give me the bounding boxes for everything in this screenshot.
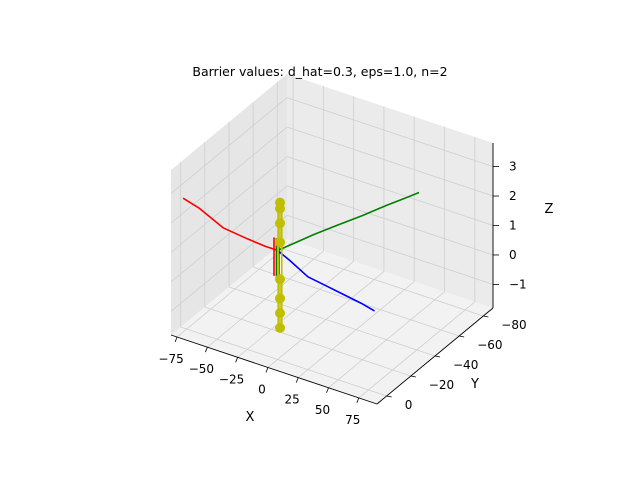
y-tick-label: −80 (501, 318, 526, 332)
y-tick-label-mark (410, 375, 416, 378)
axis-lines (170, 143, 499, 405)
y-tick-label: −60 (477, 338, 502, 352)
tick-labels: −75 −50 −25 0 25 50 75 0 −20 −40 −60 −80 −1 0 1 2 3 (158, 160, 526, 427)
y-tick-label: 0 (405, 398, 413, 412)
series-7-point-1 (275, 293, 285, 304)
x-tick-label: −75 (158, 352, 183, 366)
series-6-point-2 (275, 218, 285, 229)
y-tick-label-mark (459, 335, 465, 338)
series-6-point-3 (275, 237, 285, 248)
x-tick-label: 25 (285, 393, 300, 407)
z-tick-label: 0 (509, 248, 517, 262)
series-layer (182, 191, 420, 333)
z-tick-label: −1 (509, 277, 527, 291)
y-tick-label: −40 (453, 358, 478, 372)
x-tick-label-mark (235, 357, 239, 363)
z-gridline (286, 215, 494, 285)
series-line-2 (277, 191, 420, 252)
y-gridline (180, 326, 387, 397)
z-gridline (286, 126, 494, 197)
series-line-0 (182, 197, 277, 251)
x-tick-label-mark (265, 367, 269, 373)
y-tick-label-mark (483, 315, 489, 318)
x-axis-label: X (246, 410, 255, 425)
y-axis-label: Y (470, 377, 479, 392)
x-tick-label-mark (356, 397, 360, 404)
z-gridline (286, 156, 494, 226)
series-line-4 (277, 249, 375, 312)
x-tick-label-mark (295, 377, 299, 383)
x-tick-label: 50 (315, 403, 330, 417)
y-tick-label-mark (434, 355, 441, 358)
y-tick-label-mark (386, 395, 392, 398)
grid-lines (170, 76, 494, 399)
z-axis-label: Z (545, 202, 554, 217)
x-tick-label: −25 (219, 372, 244, 386)
z-tick-label: 3 (509, 160, 517, 174)
series-6-point-1 (275, 203, 285, 214)
z-gridline (286, 185, 494, 256)
x-axis-line (170, 334, 378, 405)
x-tick-label: 0 (258, 383, 266, 397)
y-gridline (277, 246, 484, 317)
x-tick-label-mark (326, 387, 329, 393)
z-gridline (170, 185, 288, 283)
x-tick-label: 75 (345, 413, 360, 427)
x-tick-label-mark (204, 347, 208, 353)
series-7-point-3 (275, 322, 285, 333)
z-gridline (170, 215, 288, 312)
z-gridline (170, 97, 288, 194)
z-tick-label: 2 (509, 189, 517, 203)
y-tick-label: −20 (429, 378, 454, 392)
y-gridline (228, 286, 436, 357)
z-gridline (286, 97, 494, 167)
x-tick-label: −50 (189, 362, 214, 376)
series-7-point-0 (275, 274, 285, 285)
z-gridline (170, 156, 288, 253)
z-gridline (170, 126, 288, 224)
series-7-point-2 (275, 308, 285, 319)
y-gridline (204, 306, 411, 377)
z-tick-label: 1 (509, 219, 517, 233)
x-tick-label-mark (174, 336, 178, 343)
chart-title: Barrier values: d_hat=0.3, eps=1.0, n=2 (192, 64, 447, 79)
